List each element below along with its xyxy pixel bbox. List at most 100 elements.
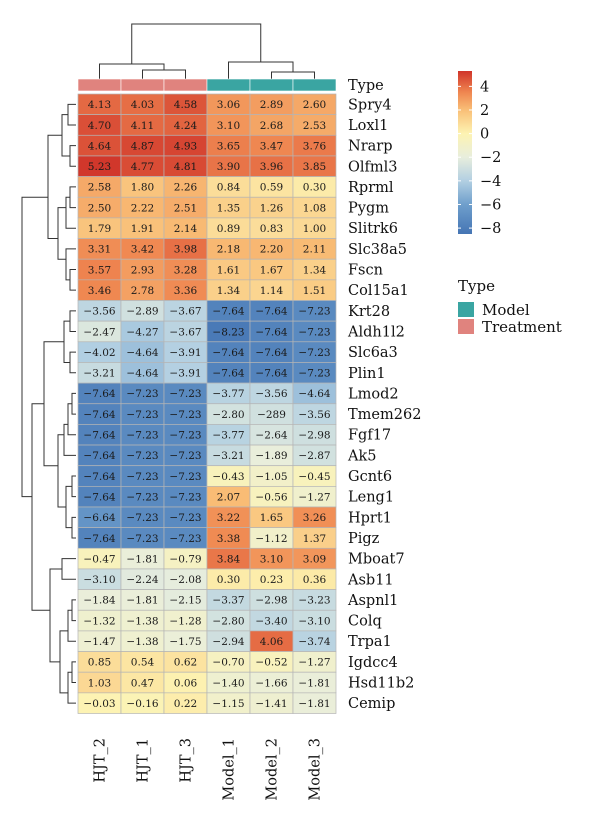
row-label: Krt28 [348,304,390,320]
cell-value-label: 3.36 [174,285,198,297]
row-label: Nrarp [348,139,392,155]
dendrogram-branch [59,630,68,694]
row-label: Pigz [348,531,380,547]
dendrogram-branch [131,23,262,64]
dendrogram-branch [21,196,48,498]
dendrogram-branch [67,103,76,126]
cell-value-label: −0.56 [255,491,287,503]
column-label: Model_1 [222,738,238,801]
annotation-cell [249,78,294,92]
cell-value-label: −1.15 [212,698,244,710]
color-scale-bar [458,71,472,234]
row-label: Pygm [348,201,389,217]
cell-value-label: 4.70 [88,120,111,132]
cell-value-label: −1.05 [255,471,287,483]
annotation-cell [163,78,208,92]
cell-value-label: −3.77 [212,388,244,400]
row-label: Igdcc4 [348,655,398,671]
row-label: Rprml [348,180,394,196]
cell-value-label: −7.64 [212,368,244,380]
type-legend-entry-label: Treatment [482,318,562,336]
cell-value-label: −0.03 [83,698,115,710]
cell-value-label: 3.65 [217,140,240,152]
cell-value-label: −0.45 [298,471,330,483]
cell-value-label: −3.40 [255,615,287,627]
color-scale-tick-label: −6 [480,197,501,213]
dendrogram-branch [228,61,294,79]
cell-value-label: 3.84 [217,553,241,565]
cell-value-label: −7.64 [83,409,115,421]
color-scale-tick-label: 4 [480,79,489,95]
cell-value-label: −3.37 [212,595,244,607]
dendrogram-branch [47,134,62,240]
cell-value-label: −7.23 [169,491,201,503]
row-label: Asb11 [347,572,394,588]
cell-value-label: −1.40 [212,677,244,689]
cell-value-label: −2.98 [255,595,287,607]
cell-value-label: 2.53 [303,120,326,132]
cell-value-label: 4.24 [174,120,198,132]
cell-value-label: −2.80 [212,409,244,421]
type-annotation-label: Type [348,78,384,94]
cell-value-label: −1.81 [126,595,158,607]
dendrogram-branch [61,114,70,157]
cell-value-label: 3.47 [260,140,283,152]
cell-value-label: 0.30 [303,182,326,194]
cell-value-label: −7.23 [298,306,330,318]
cell-value-label: −7.23 [126,533,158,545]
cell-value-label: 1.08 [303,202,326,214]
cell-value-label: −7.23 [126,491,158,503]
cell-value-label: 4.77 [131,161,154,173]
cell-value-label: 1.65 [260,512,283,524]
cell-value-label: 3.10 [217,120,240,132]
cell-value-label: 3.85 [303,161,326,173]
dendrogram-branch [69,186,76,209]
cell-value-label: 3.31 [88,244,111,256]
cell-value-label: 3.28 [174,264,197,276]
cell-value-label: 2.58 [88,182,111,194]
color-scale-tick-label: 0 [480,127,489,143]
cell-value-label: 0.89 [217,223,240,235]
cell-value-label: 2.14 [174,223,198,235]
column-label: Model_2 [265,738,281,801]
row-label: Leng1 [348,490,394,506]
dendrogram-branch [67,671,76,704]
cell-value-label: 4.06 [260,636,284,648]
heatmap-cells: 4.13 4.03 4.58 3.06 2.89 2.60 4.70 4.11 4.24 3.10… [77,93,337,714]
cell-value-label: 2.50 [88,202,111,214]
row-label: Plin1 [348,366,386,382]
cell-value-label: −4.64 [126,368,158,380]
cell-value-label: 4.11 [131,120,154,132]
dendrogram-branch [71,599,76,622]
cell-value-label: −7.23 [126,388,158,400]
cell-value-label: 0.59 [260,182,283,194]
dendrogram-branch [43,341,64,467]
row-label: Fgf17 [348,428,391,444]
column-label: HJT_3 [179,738,195,783]
dendrogram-branch [99,63,165,79]
cell-value-label: −7.64 [83,471,115,483]
cell-value-label: 3.42 [131,244,154,256]
cell-value-label: 4.13 [88,99,111,111]
cell-value-label: −7.64 [212,347,244,359]
cell-value-label: 1.34 [303,264,327,276]
cell-value-label: 0.22 [174,698,197,710]
row-label: Ak5 [347,448,376,464]
cell-value-label: 1.00 [303,223,326,235]
row-label: Olfml3 [348,159,398,175]
row-label: Col15a1 [348,283,409,299]
cell-value-label: −1.28 [169,615,201,627]
type-legend-entry-label: Model [482,301,530,319]
row-label: Colq [348,614,382,630]
type-legend-swatch [458,319,474,334]
dendrogram-branch [57,207,66,260]
type-legend-swatch [458,302,474,317]
cell-value-label: −1.27 [298,491,330,503]
cell-value-label: −7.64 [83,450,115,462]
cell-value-label: −1.75 [169,636,201,648]
cell-value-label: 0.83 [260,223,283,235]
cell-value-label: −4.64 [298,388,330,400]
cell-value-label: 2.11 [303,244,326,256]
dendrogram-branch [67,609,76,642]
annotation-cell [206,78,251,92]
